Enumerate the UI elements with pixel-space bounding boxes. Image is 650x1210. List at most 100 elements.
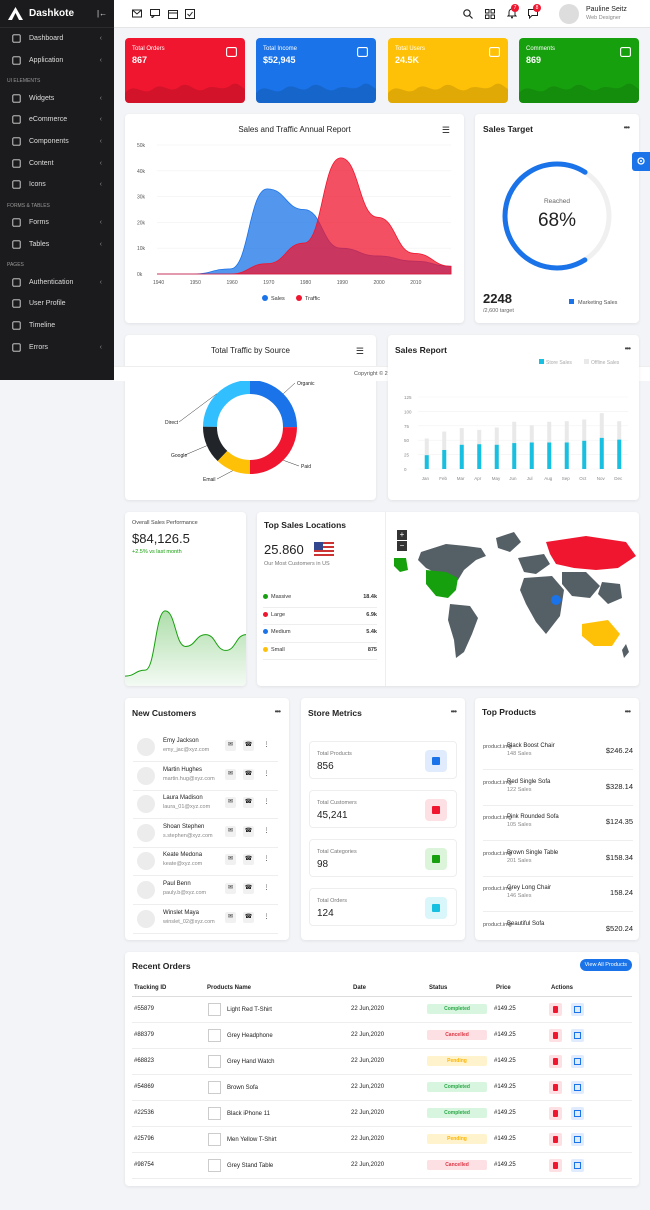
product-row[interactable]: product.img Black Boost Chair 148 Sales $24… [483, 736, 633, 770]
email-icon[interactable]: ✉ [225, 797, 236, 809]
calendar-icon[interactable] [168, 9, 178, 19]
phone-icon[interactable]: ☎ [243, 883, 254, 894]
sidebar-item-tables[interactable]: Tables ‹ [0, 234, 114, 256]
avatar [137, 738, 155, 756]
sidebar-item-components[interactable]: Components ‹ [0, 131, 114, 153]
checkbox-icon[interactable] [185, 9, 195, 19]
sidebar-item-dashboard[interactable]: Dashboard ‹ [0, 28, 114, 50]
order-row[interactable]: #98754 Grey Stand Table 22 Jun,2020 Cancell… [132, 1152, 632, 1178]
sidebar-item-errors[interactable]: Errors ‹ [0, 336, 114, 358]
customer-row[interactable]: Keate Medona keate@xyz.com ✉ ☎ ⋮ [133, 848, 278, 877]
product-price: $246.24 [605, 746, 633, 755]
product-row[interactable]: product.img Beautiful Sofa $520.24 [483, 914, 633, 941]
email-icon[interactable]: ✉ [225, 768, 236, 780]
product-thumbnail [208, 1054, 221, 1068]
delete-icon[interactable] [549, 1158, 562, 1172]
product-row[interactable]: product.img Red Single Sofa 122 Sales $328.… [483, 772, 633, 806]
timeline-icon [12, 321, 21, 330]
edit-icon[interactable] [571, 1106, 584, 1120]
order-row[interactable]: #68823 Grey Hand Watch 22 Jun,2020 Pending #… [132, 1048, 632, 1074]
sidebar-item-label: Authentication [29, 278, 74, 286]
phone-icon[interactable]: ☎ [243, 768, 254, 780]
order-row[interactable]: #22536 Black iPhone 11 22 Jun,2020 Complete… [132, 1100, 632, 1126]
sidebar-item-authentication[interactable]: Authentication ‹ [0, 271, 114, 293]
email-icon[interactable]: ✉ [225, 825, 236, 837]
more-options-icon[interactable]: ••• [450, 707, 457, 716]
email-icon[interactable]: ✉ [225, 740, 236, 751]
order-row[interactable]: #88379 Grey Headphone 22 Jun,2020 Cancelled… [132, 1022, 632, 1048]
more-vertical-icon[interactable]: ⋮ [263, 827, 270, 834]
delete-icon[interactable] [549, 1002, 562, 1016]
more-vertical-icon[interactable]: ⋮ [263, 799, 270, 806]
settings-tab[interactable] [632, 152, 650, 171]
phone-icon[interactable]: ☎ [243, 797, 254, 809]
chart-menu-icon[interactable]: ☰ [355, 346, 364, 356]
phone-icon[interactable]: ☎ [243, 740, 254, 751]
order-row[interactable]: #54869 Brown Sofa 22 Jun,2020 Completed #149… [132, 1074, 632, 1100]
phone-icon[interactable]: ☎ [243, 911, 254, 923]
mail-icon[interactable] [132, 9, 142, 18]
search-icon[interactable] [463, 9, 473, 19]
edit-icon[interactable] [571, 1002, 584, 1016]
sidebar-item-timeline[interactable]: Timeline [0, 315, 114, 337]
sidebar-item-icons[interactable]: Icons ‹ [0, 174, 114, 196]
customer-row[interactable]: Emy Jackson emy_jac@xyz.com ✉ ☎ ⋮ [133, 734, 278, 762]
collapse-sidebar-icon[interactable]: |← [97, 9, 108, 18]
customer-row[interactable]: Martin Hughes martin.hug@xyz.com ✉ ☎ ⋮ [133, 763, 278, 791]
more-vertical-icon[interactable]: ⋮ [263, 913, 270, 920]
chat-icon[interactable] [150, 9, 160, 18]
product-row[interactable]: product.img Grey Long Chair 146 Sales 158.2… [483, 878, 633, 912]
sidebar-item-forms[interactable]: Forms ‹ [0, 212, 114, 234]
sidebar-item-content[interactable]: Content ‹ [0, 152, 114, 174]
more-options-icon[interactable]: ••• [623, 123, 630, 132]
user-name[interactable]: Pauline Seitz [586, 6, 627, 13]
edit-icon[interactable] [571, 1028, 584, 1042]
more-vertical-icon[interactable]: ⋮ [263, 770, 270, 777]
edit-icon[interactable] [571, 1132, 584, 1146]
sidebar-item-application[interactable]: Application ‹ [0, 50, 114, 72]
order-row[interactable]: #25796 Men Yellow T-Shirt 22 Jun,2020 Pendi… [132, 1126, 632, 1152]
avatar[interactable] [559, 4, 579, 24]
edit-icon[interactable] [571, 1158, 584, 1172]
email-icon[interactable]: ✉ [225, 854, 236, 866]
more-vertical-icon[interactable]: ⋮ [263, 856, 270, 863]
customer-row[interactable]: Laura Madison laura_01@xyz.com ✉ ☎ ⋮ [133, 791, 278, 820]
delete-icon[interactable] [549, 1132, 562, 1146]
sidebar-item-ecommerce[interactable]: eCommerce ‹ [0, 109, 114, 131]
edit-icon[interactable] [571, 1080, 584, 1094]
customer-row[interactable]: Winslet Maya winslet_02@xyz.com ✉ ☎ ⋮ [133, 906, 278, 934]
delete-icon[interactable] [549, 1028, 562, 1042]
metric-label: Total Products [317, 751, 352, 757]
product-row[interactable]: product.img Brown Single Table 201 Sales $1… [483, 843, 633, 877]
edit-icon[interactable] [571, 1054, 584, 1068]
delete-icon[interactable] [549, 1080, 562, 1094]
product-sales: 105 Sales [507, 822, 532, 828]
email-icon[interactable]: ✉ [225, 883, 236, 894]
customer-row[interactable]: Paul Benn pauly.b@xyz.com ✉ ☎ ⋮ [133, 877, 278, 905]
world-map[interactable]: + − [385, 512, 639, 686]
customer-row[interactable]: Shoan Stephen s.stephen@xyz.com ✉ ☎ ⋮ [133, 820, 278, 848]
sidebar-item-user-profile[interactable]: User Profile [0, 293, 114, 315]
more-vertical-icon[interactable]: ⋮ [263, 885, 270, 891]
x-tick-label: Jun [509, 476, 517, 481]
more-options-icon[interactable]: ••• [624, 707, 631, 716]
delete-icon[interactable] [549, 1054, 562, 1068]
phone-icon[interactable]: ☎ [243, 854, 254, 866]
product-row[interactable]: product.img Pink Rounded Sofa 105 Sales $12… [483, 807, 633, 841]
brand-logo[interactable]: Dashkote [0, 0, 114, 28]
chart-menu-icon[interactable]: ☰ [441, 125, 450, 135]
more-options-icon[interactable]: ••• [624, 344, 631, 353]
order-row[interactable]: #55879 Light Red T-Shirt 22 Jun,2020 Comple… [132, 996, 632, 1022]
sidebar-item-widgets[interactable]: Widgets ‹ [0, 87, 114, 109]
view-all-products-button[interactable]: View All Products [579, 959, 632, 971]
delete-icon[interactable] [549, 1106, 562, 1120]
apps-grid-icon[interactable] [485, 9, 495, 19]
more-options-icon[interactable]: ••• [274, 707, 281, 716]
order-date: 22 Jun,2020 [351, 1162, 385, 1168]
location-legend-row: Small 875 [263, 643, 377, 660]
email-icon[interactable]: ✉ [225, 911, 236, 923]
zoom-out-button[interactable]: − [397, 541, 407, 551]
zoom-in-button[interactable]: + [397, 530, 407, 540]
more-vertical-icon[interactable]: ⋮ [263, 742, 270, 748]
phone-icon[interactable]: ☎ [243, 825, 254, 837]
